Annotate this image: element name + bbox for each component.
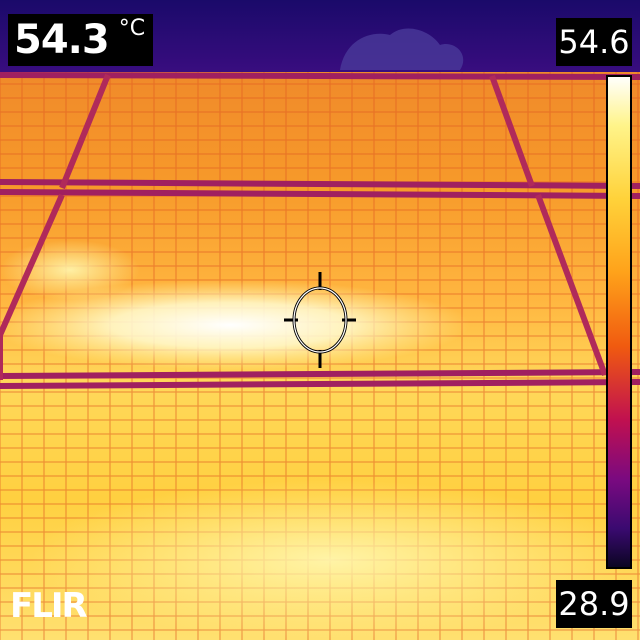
flir-logo: FLIR [10, 586, 88, 626]
scale-min-label: 28.9 [556, 580, 632, 628]
panel-frames [0, 72, 640, 389]
flir-logo-text: FLIR [10, 586, 88, 626]
temperature-unit: °C [118, 16, 146, 41]
tree-silhouette [340, 28, 464, 70]
warm-region [30, 480, 630, 640]
color-scale-bar [606, 75, 632, 569]
spot-temperature-value: 54.3 [14, 17, 110, 63]
panel-frames-vertical [0, 73, 608, 380]
hot-spot-band [0, 280, 470, 370]
scale-max-label: 54.6 [556, 18, 632, 66]
spot-temperature-readout: 54.3 °C [8, 14, 154, 66]
